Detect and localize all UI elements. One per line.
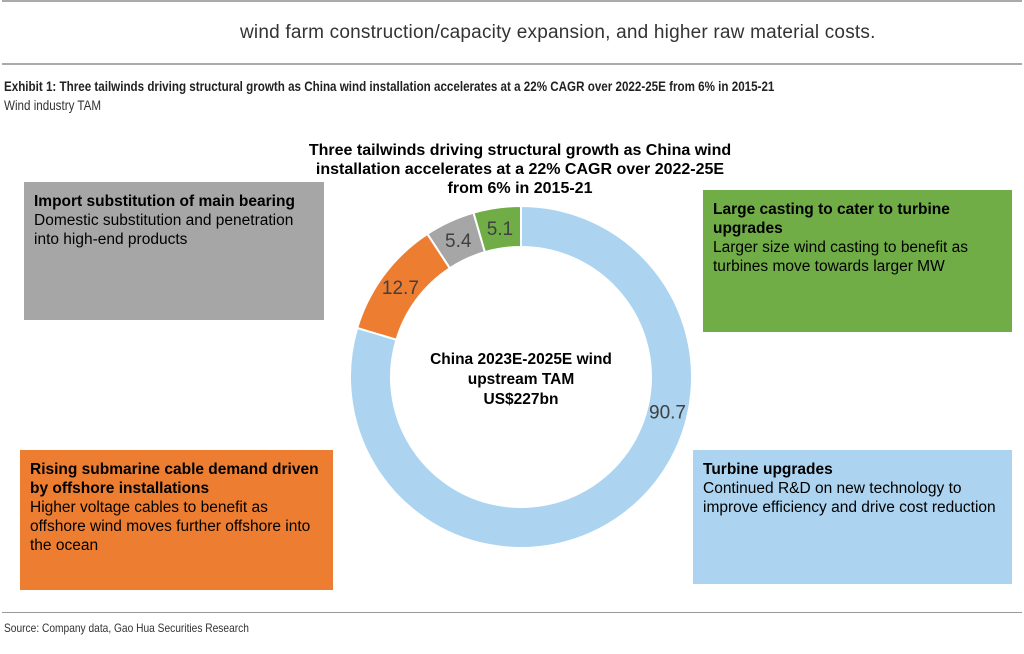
center-line: China 2023E-2025E wind [430, 351, 612, 368]
center-line: US$227bn [483, 391, 559, 408]
annotation-body: Higher voltage cables to benefit as offs… [30, 499, 311, 554]
chart-title: Three tailwinds driving structural growt… [260, 141, 780, 198]
source-note: Source: Company data, Gao Hua Securities… [4, 621, 249, 635]
exhibit-subtitle: Wind industry TAM [4, 97, 102, 113]
annotation-title: Large casting to cater to turbine upgrad… [713, 201, 950, 237]
chart-title-line: from 6% in 2015-21 [447, 180, 593, 197]
annotation-title: Import substitution of main bearing [34, 193, 295, 210]
slice-data-label: 5.4 [445, 231, 472, 252]
chart-title-line: Three tailwinds driving structural growt… [308, 142, 732, 159]
top-rule [2, 0, 1022, 2]
slice-data-label: 12.7 [382, 278, 419, 299]
slice-data-label: 90.7 [649, 402, 686, 423]
center-line: upstream TAM [467, 371, 575, 388]
annotation-turbine: Turbine upgrades Continued R&D on new tec… [693, 450, 1012, 584]
annotation-body: Domestic substitution and penetration in… [34, 212, 294, 248]
annotation-body: Larger size wind casting to benefit as t… [713, 239, 969, 275]
slice-data-label: 5.1 [487, 219, 513, 240]
exhibit-title: Exhibit 1: Three tailwinds driving struc… [4, 78, 775, 94]
annotation-title: Rising submarine cable demand driven by … [30, 461, 319, 497]
chart-title-line: installation accelerates at a 22% CAGR o… [315, 161, 725, 178]
annotation-bearing: Import substitution of main bearing Domes… [24, 182, 324, 320]
annotation-casting: Large casting to cater to turbine upgrad… [703, 190, 1012, 332]
source-rule [2, 612, 1022, 613]
donut-slice [349, 204, 693, 549]
annotation-cable: Rising submarine cable demand driven by … [20, 450, 333, 590]
intro-text: wind farm construction/capacity expansio… [240, 22, 876, 43]
donut-slice [472, 204, 522, 254]
annotation-body: Continued R&D on new technology to impro… [703, 480, 996, 516]
annotation-title: Turbine upgrades [703, 461, 833, 478]
exhibit-rule [2, 63, 1022, 65]
donut-center-label: China 2023E-2025E wind upstream TAM US$2… [400, 350, 642, 410]
